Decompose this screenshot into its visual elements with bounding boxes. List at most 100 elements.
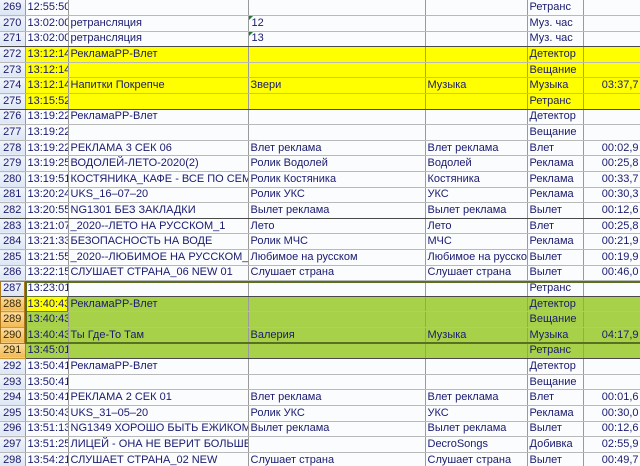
cell-time[interactable]: 13:15:52 bbox=[25, 93, 69, 110]
cell-type[interactable]: Реклама bbox=[527, 171, 584, 188]
cell-time[interactable]: 13:12:14 bbox=[25, 46, 69, 63]
table-row[interactable]: 278 13:19:22 РЕКЛАМА 3 СЕК 06 Влет реклама В… bbox=[0, 140, 640, 157]
cell-duration[interactable] bbox=[583, 15, 640, 32]
cell-category[interactable]: Слушает страна bbox=[425, 452, 528, 466]
cell-title[interactable] bbox=[68, 93, 249, 110]
cell-type[interactable]: Вещание bbox=[527, 62, 584, 79]
table-row[interactable]: 292 13:50:41 РекламаРР-Влет Детектор bbox=[0, 358, 640, 375]
table-row[interactable]: 274 13:12:14 Напитки Покрепче Звери Музыка Му… bbox=[0, 77, 640, 95]
cell-duration[interactable]: 00:19,9 bbox=[583, 249, 640, 266]
table-row[interactable]: 297 13:51:25 ЛИЦЕЙ - ОНА НЕ ВЕРИТ БОЛЬШЕ В… bbox=[0, 436, 640, 453]
cell-title[interactable] bbox=[68, 0, 249, 17]
cell-category[interactable] bbox=[425, 296, 528, 313]
row-header-295[interactable]: 295 bbox=[0, 405, 26, 422]
cell-type[interactable]: Влет bbox=[527, 218, 584, 235]
cell-category[interactable] bbox=[425, 280, 528, 297]
cell-artist[interactable] bbox=[248, 0, 426, 17]
cell-duration[interactable]: 00:02,9 bbox=[583, 140, 640, 157]
cell-category[interactable]: Вылет реклама bbox=[425, 202, 528, 219]
cell-artist[interactable]: 12 bbox=[248, 15, 426, 32]
row-header-291[interactable]: 291 bbox=[0, 343, 26, 360]
table-row[interactable]: 272 13:12:14 РекламаРР-Влет Детектор bbox=[0, 46, 640, 63]
cell-type[interactable]: Влет bbox=[527, 389, 584, 406]
row-header-279[interactable]: 279 bbox=[0, 155, 26, 173]
table-row[interactable]: 290 13:40:43 Ты Где-То Там Валерия Музыка Муз… bbox=[0, 327, 640, 344]
cell-title[interactable]: UKS_31–05–20 bbox=[68, 405, 249, 422]
table-row[interactable]: 277 13:19:22 Вещание bbox=[0, 124, 640, 141]
cell-category[interactable]: Влет реклама bbox=[425, 140, 528, 157]
cell-category[interactable]: Любимое на русском bbox=[425, 249, 528, 266]
row-header-281[interactable]: 281 bbox=[0, 187, 26, 204]
cell-time[interactable]: 13:02:00 bbox=[25, 15, 69, 32]
cell-title[interactable]: РекламаРР-Влет bbox=[68, 109, 249, 126]
row-header-287[interactable]: 287 bbox=[0, 280, 26, 297]
cell-duration[interactable]: 04:17,9 bbox=[583, 327, 640, 344]
cell-artist[interactable]: Лето bbox=[248, 218, 426, 235]
row-header-286[interactable]: 286 bbox=[0, 265, 26, 282]
cell-category[interactable]: Костяника bbox=[425, 171, 528, 188]
cell-type[interactable]: Вылет bbox=[527, 249, 584, 266]
cell-title[interactable] bbox=[68, 124, 249, 141]
table-row[interactable]: 282 13:20:55 NG1301 БЕЗ ЗАКЛАДКИ Вылет рекл… bbox=[0, 202, 640, 219]
cell-duration[interactable]: 00:46,0 bbox=[583, 265, 640, 282]
cell-title[interactable] bbox=[68, 280, 249, 297]
table-row[interactable]: 273 13:12:14 Вещание bbox=[0, 62, 640, 79]
cell-category[interactable] bbox=[425, 93, 528, 110]
row-header-277[interactable]: 277 bbox=[0, 124, 26, 141]
cell-duration[interactable] bbox=[583, 343, 640, 360]
cell-type[interactable]: Ретранс bbox=[527, 93, 584, 110]
cell-time[interactable]: 13:02:00 bbox=[25, 31, 69, 48]
cell-category[interactable] bbox=[425, 15, 528, 32]
cell-title[interactable]: СЛУШАЕТ СТРАНА_02 NEW bbox=[68, 452, 249, 466]
table-row[interactable]: 271 13:02:00 ретрансляция 13 Муз. час bbox=[0, 31, 640, 48]
cell-category[interactable]: Влет реклама bbox=[425, 389, 528, 406]
cell-category[interactable]: Слушает страна bbox=[425, 265, 528, 282]
row-header-288[interactable]: 288 bbox=[0, 296, 26, 313]
cell-duration[interactable] bbox=[583, 374, 640, 391]
cell-category[interactable] bbox=[425, 343, 528, 360]
cell-artist[interactable]: Влет реклама bbox=[248, 389, 426, 406]
cell-type[interactable]: Вещание bbox=[527, 124, 584, 141]
cell-title[interactable]: ретрансляция bbox=[68, 15, 249, 32]
cell-artist[interactable] bbox=[248, 280, 426, 297]
row-header-297[interactable]: 297 bbox=[0, 436, 26, 453]
table-row[interactable]: 286 13:22:15 СЛУШАЕТ СТРАНА_06 NEW 01 Слуша… bbox=[0, 265, 640, 282]
cell-category[interactable] bbox=[425, 124, 528, 141]
cell-title[interactable]: РекламаРР-Влет bbox=[68, 296, 249, 313]
cell-category[interactable]: Музыка bbox=[425, 77, 528, 95]
cell-artist[interactable] bbox=[248, 93, 426, 110]
cell-duration[interactable]: 00:25,8 bbox=[583, 218, 640, 235]
cell-title[interactable] bbox=[68, 343, 249, 360]
cell-artist[interactable]: Вылет реклама bbox=[248, 421, 426, 438]
cell-artist[interactable]: Ролик МЧС bbox=[248, 233, 426, 250]
row-header-294[interactable]: 294 bbox=[0, 389, 26, 406]
row-header-276[interactable]: 276 bbox=[0, 109, 26, 126]
table-row[interactable]: 275 13:15:52 Ретранс bbox=[0, 93, 640, 110]
cell-category[interactable] bbox=[425, 62, 528, 79]
cell-artist[interactable] bbox=[248, 358, 426, 375]
cell-category[interactable]: Лето bbox=[425, 218, 528, 235]
table-row[interactable]: 270 13:02:00 ретрансляция 12 Муз. час bbox=[0, 15, 640, 32]
cell-artist[interactable]: Слушает страна bbox=[248, 265, 426, 282]
cell-duration[interactable] bbox=[583, 296, 640, 313]
cell-time[interactable]: 12:55:50 bbox=[25, 0, 69, 17]
cell-time[interactable]: 13:50:41 bbox=[25, 389, 69, 406]
cell-title[interactable]: РЕКЛАМА 3 СЕК 06 bbox=[68, 140, 249, 157]
cell-time[interactable]: 13:22:15 bbox=[25, 265, 69, 282]
cell-artist[interactable] bbox=[248, 46, 426, 63]
cell-category[interactable] bbox=[425, 31, 528, 48]
cell-time[interactable]: 13:50:41 bbox=[25, 358, 69, 375]
cell-category[interactable] bbox=[425, 358, 528, 375]
cell-time[interactable]: 13:12:14 bbox=[25, 77, 69, 95]
cell-time[interactable]: 13:21:33 bbox=[25, 233, 69, 250]
cell-type[interactable]: Ретранс bbox=[527, 343, 584, 360]
cell-duration[interactable]: 00:25,8 bbox=[583, 155, 640, 173]
cell-artist[interactable]: Ролик Костяника bbox=[248, 171, 426, 188]
row-header-292[interactable]: 292 bbox=[0, 358, 26, 375]
cell-duration[interactable]: 00:49,7 bbox=[583, 452, 640, 466]
cell-category[interactable] bbox=[425, 46, 528, 63]
cell-type[interactable]: Муз. час bbox=[527, 15, 584, 32]
cell-type[interactable]: Вещание bbox=[527, 374, 584, 391]
row-header-296[interactable]: 296 bbox=[0, 421, 26, 438]
